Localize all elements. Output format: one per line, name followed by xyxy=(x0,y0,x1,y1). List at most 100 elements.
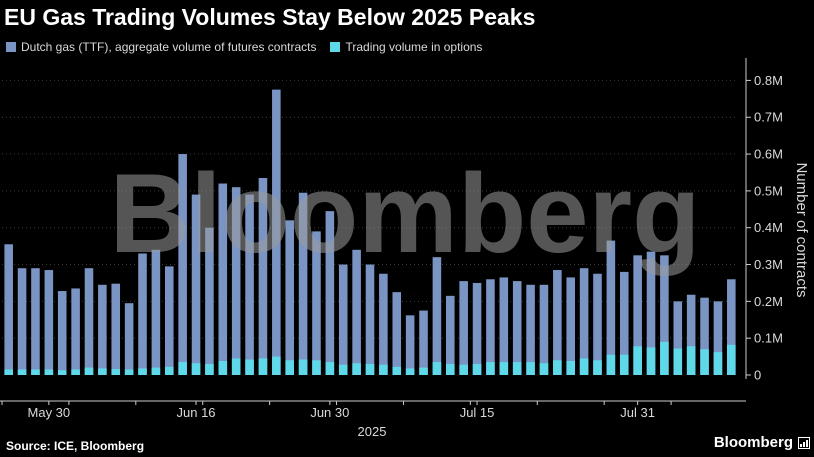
futures-bar xyxy=(539,284,549,375)
y-tick-label: 0.6M xyxy=(754,147,783,162)
y-tick-label: 0.5M xyxy=(754,183,783,198)
y-tick-label: 0.8M xyxy=(754,73,783,88)
options-bar xyxy=(258,358,268,375)
futures-bar xyxy=(352,249,361,375)
y-tick-label: 0 xyxy=(754,368,761,383)
options-bar xyxy=(84,367,94,375)
futures-bar xyxy=(272,89,281,375)
futures-bar xyxy=(44,270,54,375)
options-bar xyxy=(686,346,696,375)
y-axis-title: Number of contracts xyxy=(793,162,810,297)
options-bar xyxy=(57,370,67,375)
legend-label-options: Trading volume in options xyxy=(345,40,483,54)
futures-bar xyxy=(526,284,535,375)
futures-bar xyxy=(686,294,696,375)
options-bar xyxy=(472,363,482,375)
futures-bar xyxy=(553,270,562,375)
options-bar xyxy=(4,369,13,375)
futures-bar xyxy=(593,273,602,375)
x-tick-label: Jun 30 xyxy=(310,405,349,420)
y-tick-label: 0.7M xyxy=(754,110,783,125)
futures-bar xyxy=(31,268,40,375)
options-bar xyxy=(138,368,147,375)
options-bar xyxy=(660,341,669,375)
futures-bar xyxy=(84,268,94,375)
options-bar xyxy=(432,362,442,375)
options-bar xyxy=(178,362,187,375)
futures-bar xyxy=(606,240,616,375)
options-bar xyxy=(205,363,214,375)
futures-bar xyxy=(151,249,161,375)
options-bar xyxy=(727,344,736,375)
futures-bar xyxy=(432,257,442,375)
options-bar xyxy=(98,368,107,375)
options-bar xyxy=(218,361,228,375)
futures-bar xyxy=(700,297,709,375)
options-bar xyxy=(633,346,642,375)
futures-bar xyxy=(646,251,656,375)
options-bar xyxy=(486,362,495,375)
legend: Dutch gas (TTF), aggregate volume of fut… xyxy=(6,40,482,54)
y-tick-label: 0.2M xyxy=(754,294,783,309)
futures-bar xyxy=(512,281,522,375)
options-bar xyxy=(298,359,308,375)
options-bar xyxy=(231,358,241,375)
futures-bar xyxy=(231,187,241,375)
options-bar xyxy=(526,362,535,375)
options-bar xyxy=(111,369,121,375)
futures-bar xyxy=(4,244,13,375)
futures-bar xyxy=(499,277,509,375)
options-bar xyxy=(44,369,54,375)
options-bar xyxy=(245,359,254,375)
options-bar xyxy=(593,360,602,375)
options-bar xyxy=(713,352,723,375)
options-bar xyxy=(566,361,576,375)
options-bar xyxy=(151,367,161,375)
options-bar xyxy=(272,356,281,375)
options-bar xyxy=(338,364,348,375)
legend-swatch-futures xyxy=(6,42,16,52)
options-bar xyxy=(392,366,402,375)
y-tick-label: 0.3M xyxy=(754,257,783,272)
options-bar xyxy=(419,367,428,375)
futures-bar xyxy=(727,279,736,375)
futures-bar xyxy=(98,284,107,375)
futures-bar xyxy=(365,264,375,375)
futures-bar xyxy=(17,268,27,375)
futures-bar xyxy=(258,177,268,375)
futures-bar xyxy=(191,194,201,375)
options-bar xyxy=(446,363,455,375)
futures-bar xyxy=(178,154,187,375)
options-bar xyxy=(579,358,589,375)
options-bar xyxy=(325,362,335,375)
options-bar xyxy=(499,362,509,375)
options-bar xyxy=(619,354,629,375)
futures-bar xyxy=(325,211,335,375)
futures-bar xyxy=(579,268,589,375)
futures-bar xyxy=(111,283,121,375)
futures-bar xyxy=(338,264,348,375)
bloomberg-brand: Bloomberg xyxy=(714,434,810,451)
options-bar xyxy=(539,363,549,375)
futures-bar xyxy=(312,231,321,375)
chart-title: EU Gas Trading Volumes Stay Below 2025 P… xyxy=(4,4,536,30)
options-bar xyxy=(700,349,709,375)
options-bar xyxy=(352,363,361,375)
futures-bar xyxy=(419,310,428,375)
futures-bar xyxy=(619,271,629,375)
futures-bar xyxy=(124,303,134,375)
options-bar xyxy=(124,369,134,375)
futures-bar xyxy=(285,220,294,375)
options-bar xyxy=(285,360,294,375)
futures-bar xyxy=(405,315,415,375)
options-bar xyxy=(365,363,375,375)
source-note: Source: ICE, Bloomberg xyxy=(6,439,145,453)
x-tick-label: Jul 15 xyxy=(460,405,495,420)
watermark-text: Bloomberg xyxy=(109,151,700,276)
options-bar xyxy=(312,360,321,375)
futures-bar xyxy=(205,227,214,375)
options-bar xyxy=(553,360,562,375)
options-bar xyxy=(512,362,522,375)
futures-bar xyxy=(164,266,174,375)
